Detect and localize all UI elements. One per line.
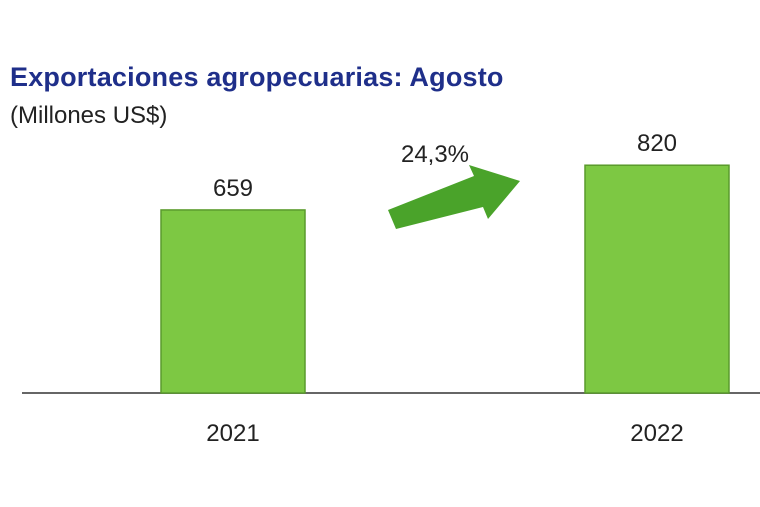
chart-title: Exportaciones agropecuarias: Agosto bbox=[10, 62, 504, 92]
growth-annotation: 24,3% bbox=[401, 141, 469, 168]
data-label-2021: 659 bbox=[213, 175, 253, 202]
chart-subtitle: (Millones US$) bbox=[10, 102, 168, 129]
bar-2022 bbox=[584, 164, 730, 394]
x-tick-label-2022: 2022 bbox=[630, 420, 683, 447]
growth-arrow-icon bbox=[388, 165, 520, 229]
data-label-2022: 820 bbox=[637, 130, 677, 157]
bar-2021 bbox=[160, 209, 306, 394]
x-tick-label-2021: 2021 bbox=[206, 420, 259, 447]
